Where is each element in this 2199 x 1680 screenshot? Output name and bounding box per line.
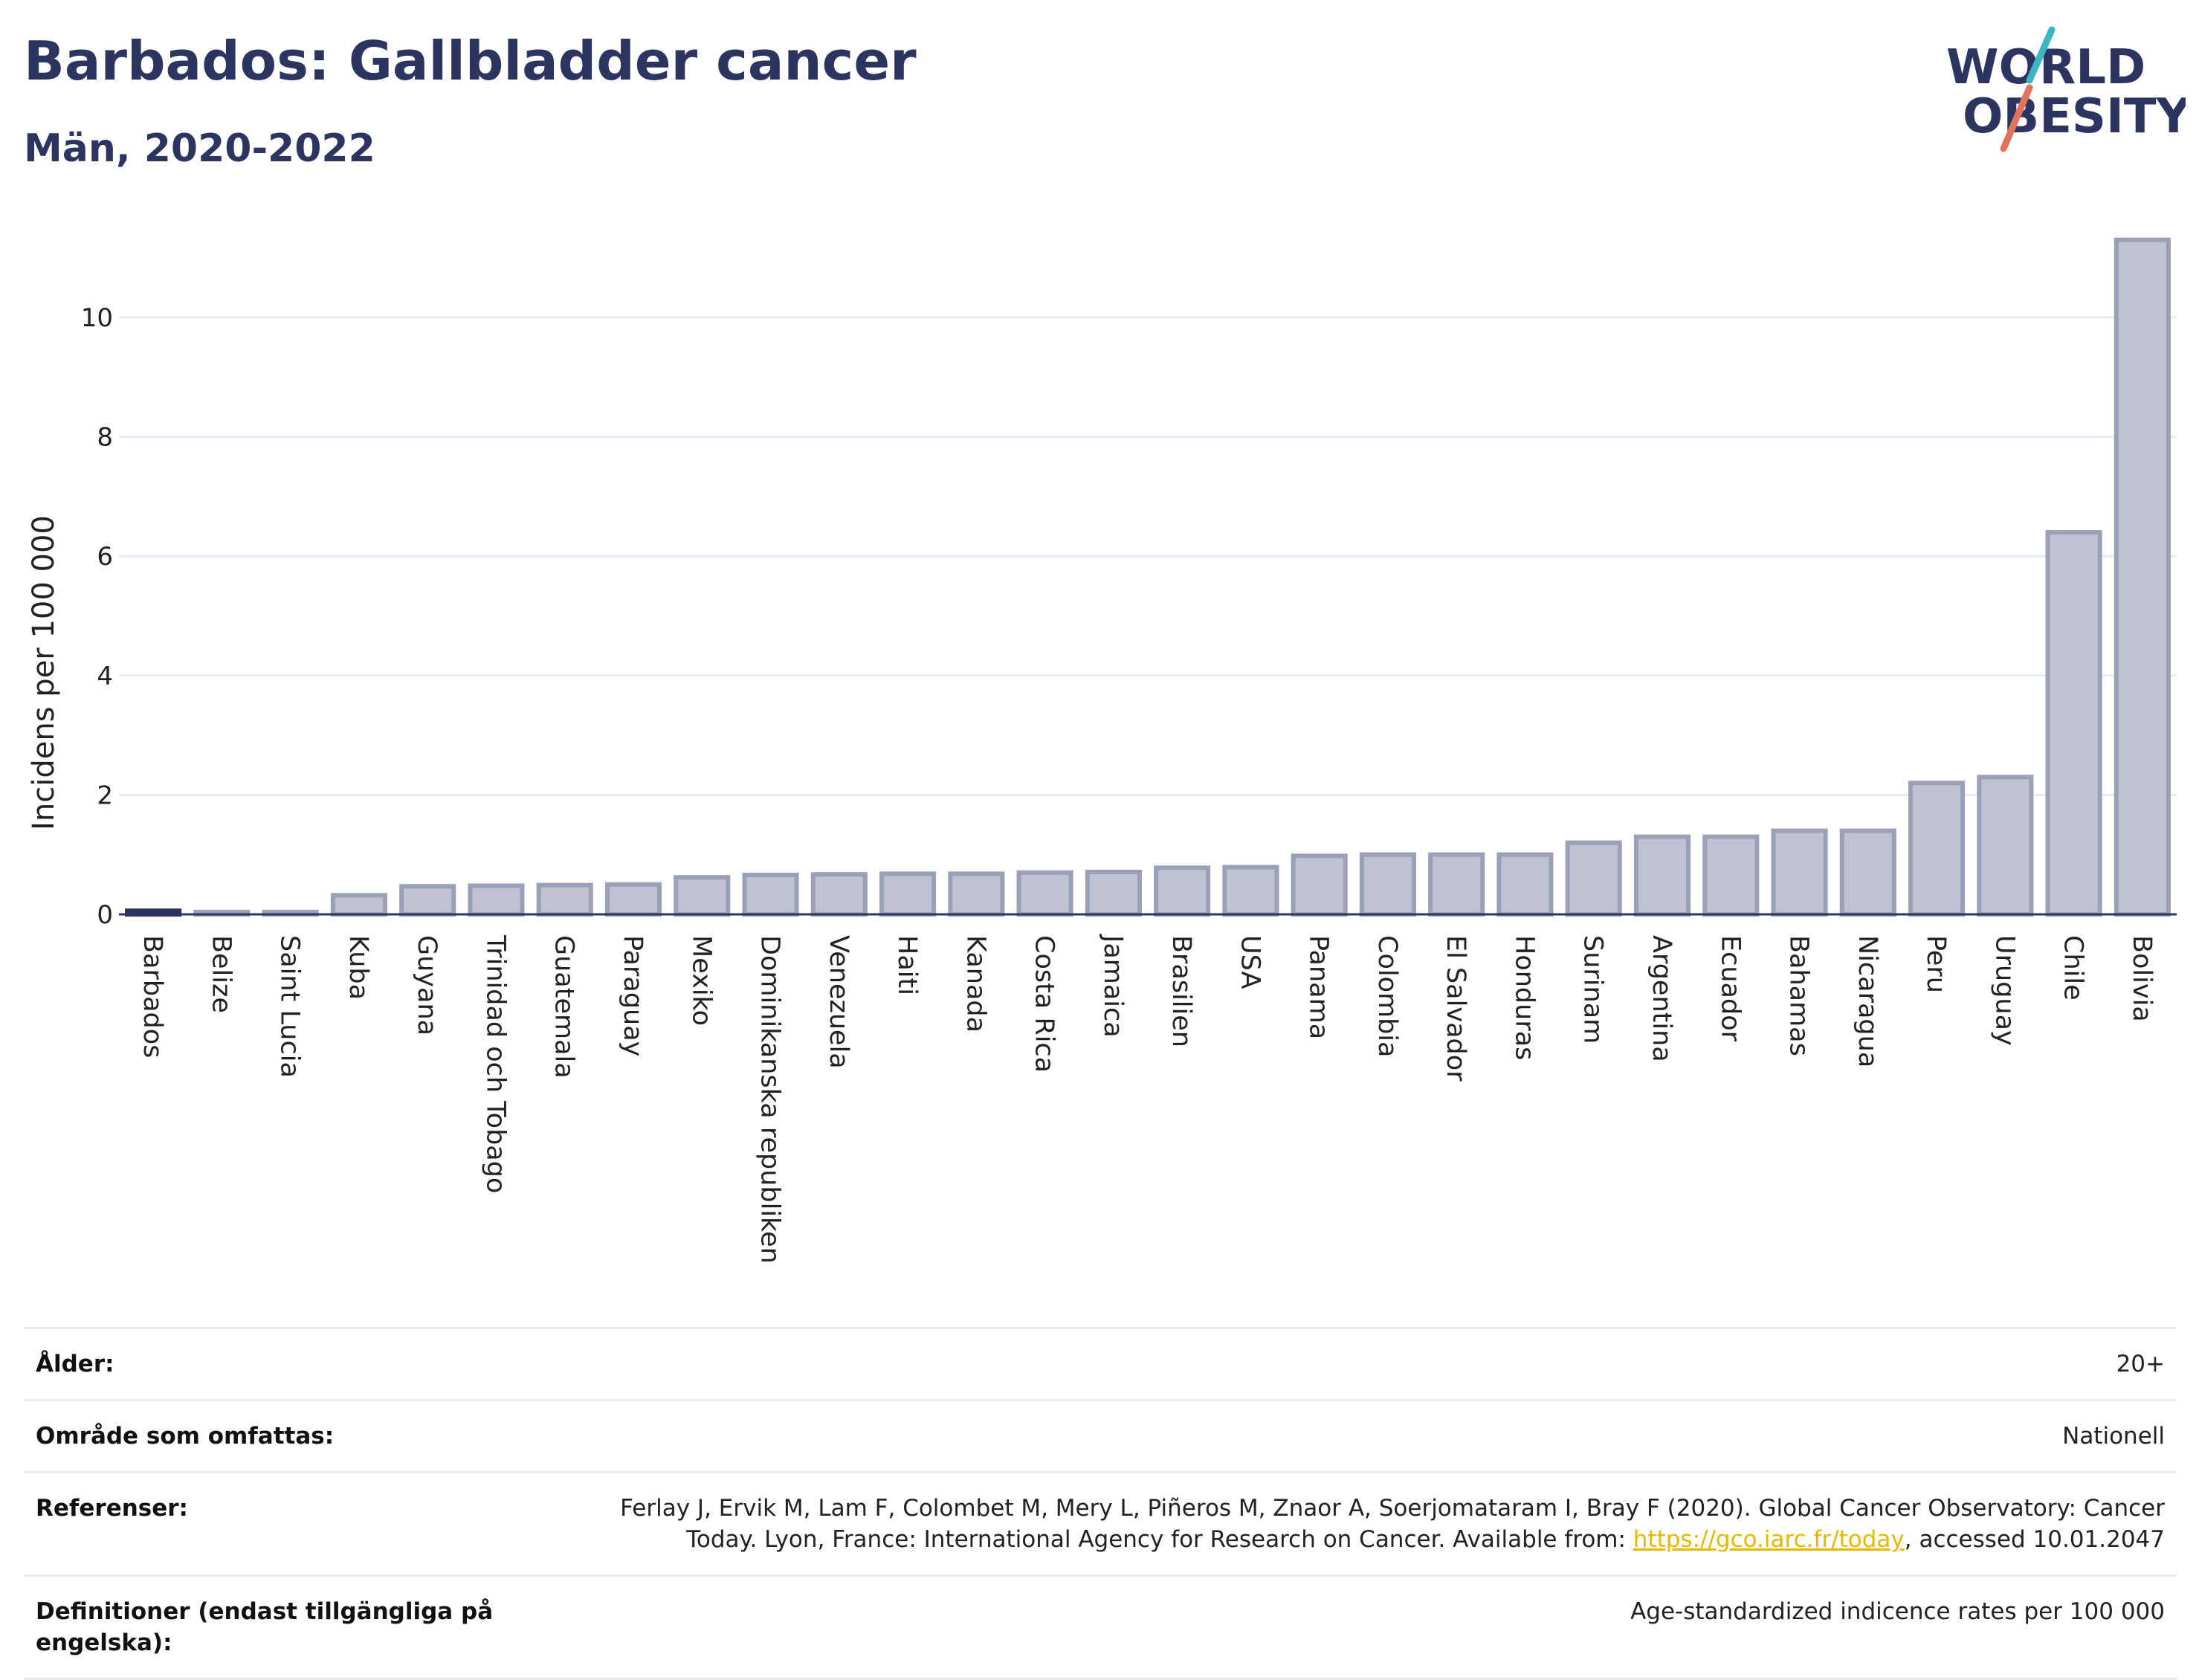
bar-trinidad-och-tobago bbox=[468, 883, 525, 917]
bar-jamaica bbox=[1085, 869, 1142, 917]
x-tick-label: Belize bbox=[206, 935, 236, 1013]
x-tick-label: Ecuador bbox=[1715, 935, 1745, 1042]
x-tick-label: Guatemala bbox=[549, 935, 579, 1079]
bar-el-salvador bbox=[1428, 852, 1485, 917]
info-label: Ålder: bbox=[36, 1351, 114, 1377]
chart-title: Barbados: Gallbladder cancer bbox=[24, 30, 917, 92]
info-value: 20+ bbox=[2116, 1351, 2165, 1377]
x-tick-label: Jamaica bbox=[1098, 934, 1128, 1038]
info-label: Område som omfattas: bbox=[36, 1423, 335, 1450]
x-tick-label: Dominikanska republiken bbox=[755, 935, 785, 1264]
chart-grid bbox=[119, 316, 2177, 796]
x-axis-ticks: Barbados Belize Saint Lucia Kuba Guyana Trini… bbox=[138, 934, 2157, 1264]
x-tick-label: USA bbox=[1235, 935, 1265, 989]
x-tick-label: Kuba bbox=[343, 935, 373, 1000]
bar-kuba bbox=[330, 893, 387, 917]
info-label: Referenser: bbox=[36, 1495, 188, 1522]
info-row: Ålder: 20+ bbox=[24, 1327, 2177, 1399]
x-tick-label: Costa Rica bbox=[1030, 935, 1059, 1073]
x-tick-label: Brasilien bbox=[1166, 935, 1196, 1047]
bar-argentina bbox=[1633, 834, 1691, 917]
bar-mexiko bbox=[674, 875, 731, 917]
y-axis-ticks: 0 2 4 6 8 10 bbox=[81, 303, 113, 930]
y-tick-label: 6 bbox=[97, 542, 113, 572]
x-tick-label: Nicaragua bbox=[1853, 935, 1882, 1067]
info-row: Område som omfattas: Nationell bbox=[24, 1399, 2177, 1471]
x-tick-label: Haiti bbox=[892, 935, 922, 995]
bar-uruguay bbox=[1977, 775, 2034, 917]
bar-kanada bbox=[948, 871, 1005, 917]
bar-chart: 0 2 4 6 8 10 Barbados Belize Saint Lucia Kuba Guy… bbox=[27, 237, 2177, 1264]
x-tick-label: Colombia bbox=[1372, 935, 1402, 1057]
x-tick-label: Argentina bbox=[1647, 935, 1676, 1062]
x-tick-label: Panama bbox=[1304, 935, 1334, 1039]
y-tick-label: 8 bbox=[97, 423, 113, 453]
bar-panama bbox=[1291, 853, 1348, 917]
world-obesity-logo: WORLD OBESITY bbox=[1946, 26, 2186, 152]
reference-link[interactable]: https://gco.iarc.fr/today bbox=[1633, 1526, 1905, 1553]
y-tick-label: 10 bbox=[81, 303, 113, 333]
x-tick-label: Kanada bbox=[960, 935, 990, 1033]
bar-guatemala bbox=[536, 882, 593, 917]
info-value: Nationell bbox=[2062, 1423, 2165, 1450]
x-tick-label: El Salvador bbox=[1441, 935, 1470, 1082]
x-tick-label: Chile bbox=[2058, 935, 2088, 1001]
chart-subtitle: Män, 2020-2022 bbox=[24, 126, 375, 171]
bar-ecuador bbox=[1702, 834, 1760, 917]
bar-venezuela bbox=[810, 872, 868, 917]
x-tick-label: Surinam bbox=[1578, 935, 1608, 1044]
info-value: Age-standardized indicence rates per 100… bbox=[1630, 1598, 2165, 1625]
x-tick-label: Honduras bbox=[1509, 935, 1539, 1060]
info-row: Referenser: Ferlay J, Ervik M, Lam F, Col… bbox=[24, 1471, 2177, 1574]
bar-peru bbox=[1908, 781, 1966, 917]
bar-usa bbox=[1222, 865, 1279, 917]
chart-bars bbox=[125, 237, 2171, 917]
info-row: Definitioner (endast tillgängliga på eng… bbox=[24, 1574, 2177, 1680]
bar-bahamas bbox=[1771, 828, 1828, 917]
y-tick-label: 0 bbox=[97, 900, 113, 930]
bar-dominikanska-republiken bbox=[742, 873, 799, 917]
info-table: Ålder: 20+ Område som omfattas: Nationell Re… bbox=[24, 1327, 2177, 1680]
x-tick-label: Venezuela bbox=[824, 935, 853, 1069]
x-tick-label: Mexiko bbox=[686, 935, 716, 1026]
y-tick-label: 4 bbox=[97, 662, 113, 691]
x-tick-label: Uruguay bbox=[1989, 935, 2019, 1046]
x-tick-label: Paraguay bbox=[618, 935, 648, 1056]
x-tick-label: Trinidad och Tobago bbox=[480, 934, 510, 1193]
info-value: Ferlay J, Ervik M, Lam F, Colombet M, Me… bbox=[566, 1493, 2165, 1555]
x-tick-label: Barbados bbox=[138, 935, 167, 1058]
reference-text: Ferlay J, Ervik M, Lam F, Colombet M, Me… bbox=[620, 1495, 2165, 1553]
bar-chile bbox=[2045, 530, 2102, 917]
bar-bolivia bbox=[2114, 237, 2171, 917]
x-tick-label: Saint Lucia bbox=[275, 935, 305, 1078]
bar-costa-rica bbox=[1016, 870, 1073, 917]
bar-brasilien bbox=[1154, 865, 1211, 917]
bar-surinam bbox=[1565, 840, 1622, 917]
bar-honduras bbox=[1496, 852, 1554, 917]
x-tick-label: Bahamas bbox=[1784, 935, 1814, 1056]
x-tick-label: Peru bbox=[1921, 935, 1951, 993]
logo-line2: OBESITY bbox=[1963, 89, 2186, 144]
bar-haiti bbox=[879, 871, 937, 917]
bar-colombia bbox=[1359, 852, 1416, 917]
x-tick-label: Guyana bbox=[412, 935, 442, 1036]
bar-nicaragua bbox=[1839, 828, 1896, 917]
y-axis-label: Incidens per 100 000 bbox=[27, 515, 61, 830]
y-tick-label: 2 bbox=[97, 781, 113, 810]
bar-paraguay bbox=[604, 882, 662, 917]
bar-guyana bbox=[399, 884, 456, 917]
x-tick-label: Bolivia bbox=[2127, 935, 2157, 1022]
info-label: Definitioner (endast tillgängliga på eng… bbox=[36, 1598, 494, 1656]
reference-accessed: , accessed 10.01.2047 bbox=[1904, 1526, 2165, 1553]
